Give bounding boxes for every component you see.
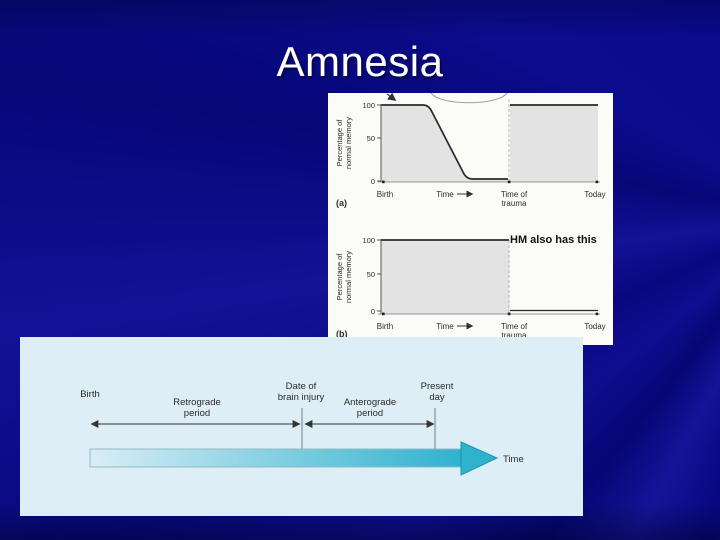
- timeline-injury-label-1: Date of: [286, 381, 317, 392]
- panel-a-xlabel-trauma1: Time of: [501, 190, 528, 199]
- panel-a-memory-curve-pre: [381, 104, 508, 180]
- time-arrow-head-icon: [460, 441, 499, 476]
- hm-annotation: HM also has this: [510, 234, 597, 246]
- time-arrow-body: [89, 448, 463, 468]
- panel-a-trauma-dot: [507, 180, 511, 184]
- panel-b: HM also has this 100 50 0 Percentage of …: [335, 234, 606, 340]
- panel-b-today-dot: [595, 312, 599, 316]
- panel-a-xlabel-time: Time: [436, 190, 454, 199]
- panel-b-xlabel-trauma2: trauma: [502, 331, 527, 340]
- panel-a-ytick-50: 50: [367, 134, 375, 143]
- panel-b-ytick-0: 0: [371, 307, 375, 316]
- timeline-svg: Birth Retrograde period Date of brain in…: [80, 381, 524, 476]
- panel-b-xlabel-trauma1: Time of: [501, 322, 528, 331]
- timeline-present-label-2: day: [429, 392, 445, 403]
- timeline-birth-label: Birth: [80, 389, 100, 400]
- panel-b-birth-dot: [382, 312, 385, 316]
- timeline-retrograde-label-2: period: [184, 408, 210, 419]
- panel-b-ytick-50: 50: [367, 270, 375, 279]
- panel-a-ylabel-line1: Percentage of: [335, 119, 344, 167]
- amnesia-timeline-figure: Birth Retrograde period Date of brain in…: [20, 337, 583, 516]
- panel-a-ytick-100: 100: [362, 101, 375, 110]
- timeline-anterograde-label-1: Anterograde: [344, 397, 396, 408]
- timeline-injury-label-2: brain injury: [278, 392, 325, 403]
- slide-title: Amnesia: [276, 38, 444, 85]
- panel-a-tag: (a): [336, 198, 347, 208]
- panel-b-tag: (b): [336, 329, 348, 339]
- panel-b-ylabel-line1: Percentage of: [335, 253, 344, 301]
- panel-b-shaded-pre-trauma: [381, 240, 509, 314]
- timeline-retrograde-label-1: Retrograde: [173, 397, 221, 408]
- panel-b-xlabel-time: Time: [436, 322, 454, 331]
- memory-graphs-figure: 100 50 0 Percentage of normal memory Bir…: [328, 93, 613, 345]
- panel-a-today-dot: [595, 180, 599, 184]
- panel-a-xlabel-trauma2: trauma: [502, 199, 527, 208]
- timeline-anterograde-label-2: period: [357, 408, 383, 419]
- panel-a: 100 50 0 Percentage of normal memory Bir…: [335, 93, 606, 208]
- panel-a-birth-dot: [382, 180, 385, 184]
- panel-a-shaded-post-trauma: [510, 105, 598, 182]
- panel-b-ylabel-line2: normal memory: [344, 251, 353, 303]
- panel-a-ytick-0: 0: [371, 177, 375, 186]
- panel-b-y-ticks: [377, 239, 381, 312]
- timeline-time-label: Time: [503, 454, 524, 465]
- panel-b-xlabel-birth: Birth: [377, 322, 393, 331]
- panel-a-xlabel-birth: Birth: [377, 190, 393, 199]
- panel-a-xlabel-today: Today: [584, 190, 605, 199]
- cropped-callout-arrow-icon: [386, 93, 397, 102]
- panel-b-trauma-dot: [507, 312, 511, 316]
- panel-a-shaded-pre-trauma: [381, 105, 508, 182]
- cropped-callout-arc: [430, 93, 508, 104]
- timeline-present-label-1: Present: [421, 381, 454, 392]
- panel-b-xlabel-today: Today: [584, 322, 605, 331]
- memory-graphs-svg: 100 50 0 Percentage of normal memory Bir…: [335, 93, 606, 340]
- panel-a-ylabel-line2: normal memory: [344, 117, 353, 169]
- panel-b-ytick-100: 100: [362, 236, 375, 245]
- panel-a-y-ticks: [377, 104, 381, 182]
